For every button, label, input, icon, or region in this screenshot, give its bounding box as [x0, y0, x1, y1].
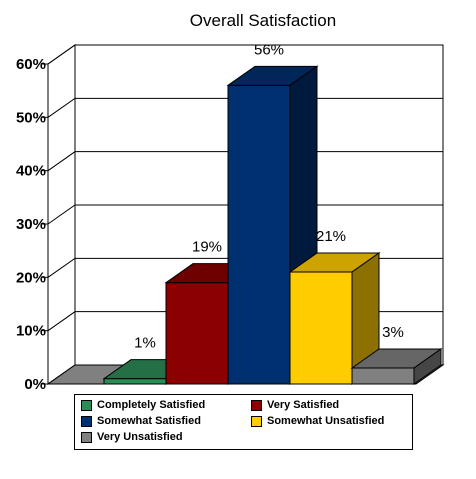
satisfaction-chart: Overall Satisfaction 0% 10% 20% 30% 40% 50% 60… — [16, 11, 445, 390]
data-label: 19% — [192, 239, 222, 256]
bar-front — [227, 84, 291, 385]
y-tick-label: 0% — [24, 376, 46, 390]
bar-front — [103, 378, 167, 385]
legend-swatch — [81, 415, 92, 427]
bar-front — [289, 271, 353, 385]
legend-swatch — [251, 399, 262, 411]
legend-swatch — [81, 399, 92, 411]
y-tick-label: 30% — [16, 216, 46, 233]
legend-item: Very Unsatisfied — [81, 429, 251, 445]
gridline — [47, 97, 443, 118]
gridline — [47, 204, 443, 225]
legend-label: Somewhat Satisfied — [97, 415, 201, 427]
gridline — [47, 44, 443, 65]
legend-item: Very Satisfied — [251, 397, 411, 413]
legend-item: Completely Satisfied — [81, 397, 251, 413]
y-tick-label: 10% — [16, 323, 46, 340]
y-tick-label: 40% — [16, 163, 46, 180]
data-label: 1% — [134, 335, 156, 352]
y-tick-label: 60% — [16, 56, 46, 73]
data-label: 21% — [316, 228, 346, 245]
chart-title: Overall Satisfaction — [190, 11, 336, 30]
legend-label: Very Unsatisfied — [97, 431, 183, 443]
bar-front — [165, 282, 229, 385]
legend-label: Very Satisfied — [267, 399, 340, 411]
bar-side — [413, 348, 442, 385]
y-tick-label: 50% — [16, 109, 46, 126]
legend-item: Somewhat Satisfied — [81, 413, 251, 429]
legend-label: Somewhat Unsatisfied — [267, 415, 385, 427]
data-label: 56% — [254, 41, 284, 58]
legend-swatch — [251, 415, 262, 427]
gridline — [47, 151, 443, 172]
chart-legend: Completely Satisfied Very Satisfied Somewh… — [74, 394, 413, 450]
bar-front — [351, 367, 415, 385]
legend-item: Somewhat Unsatisfied — [251, 413, 411, 429]
data-label: 3% — [382, 324, 404, 341]
chart-bars — [102, 65, 443, 385]
chart-data-labels: 1% 19% 56% 21% 3% — [134, 41, 404, 351]
legend-swatch — [81, 431, 92, 443]
legend-label: Completely Satisfied — [97, 399, 206, 411]
y-tick-label: 20% — [16, 269, 46, 286]
bar-very-unsatisfied — [350, 348, 443, 385]
